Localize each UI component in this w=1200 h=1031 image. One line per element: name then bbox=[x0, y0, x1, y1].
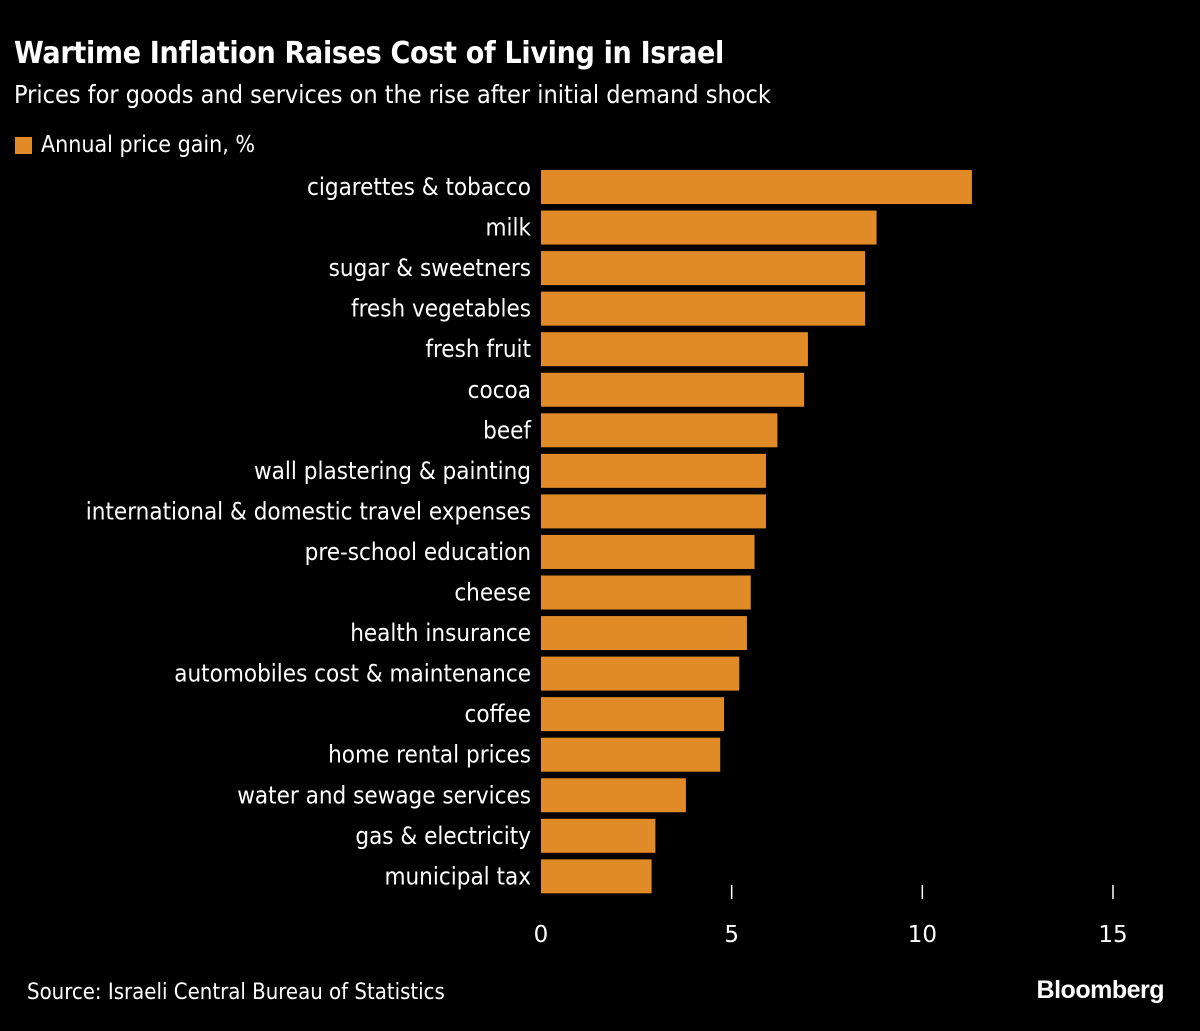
category-label: water and sewage services bbox=[237, 781, 531, 809]
category-label: fresh vegetables bbox=[351, 295, 531, 323]
category-label: wall plastering & painting bbox=[254, 457, 531, 485]
bar-wall-plastering-painting bbox=[541, 453, 766, 488]
bar-municipal-tax bbox=[541, 859, 652, 894]
category-label: health insurance bbox=[350, 619, 531, 647]
bar-automobiles-cost-maintenance bbox=[541, 656, 740, 691]
category-label: international & domestic travel expenses bbox=[86, 497, 531, 525]
category-label: sugar & sweetners bbox=[329, 254, 531, 282]
category-label: fresh fruit bbox=[425, 335, 531, 363]
bar-international-domestic-travel-expenses bbox=[541, 494, 766, 529]
x-tick-label: 5 bbox=[724, 922, 739, 948]
category-label: automobiles cost & maintenance bbox=[174, 660, 531, 688]
x-tick-label: 10 bbox=[908, 922, 937, 948]
bar-beef bbox=[541, 413, 778, 448]
bar-cigarettes-tobacco bbox=[541, 170, 972, 204]
source-note: Source: Israeli Central Bureau of Statis… bbox=[27, 980, 445, 1005]
bar-coffee bbox=[541, 697, 725, 732]
x-tick-label: 15 bbox=[1098, 922, 1127, 948]
bloomberg-logo: Bloomberg bbox=[1036, 976, 1165, 1004]
bar-fresh-vegetables bbox=[541, 291, 866, 326]
x-tick-label: 0 bbox=[534, 922, 549, 948]
category-label: municipal tax bbox=[384, 862, 531, 890]
bar-cheese bbox=[541, 575, 751, 610]
chart-subtitle: Prices for goods and services on the ris… bbox=[14, 80, 771, 109]
chart-title: Wartime Inflation Raises Cost of Living … bbox=[14, 36, 724, 71]
legend-swatch bbox=[15, 136, 32, 154]
bar-home-rental-prices bbox=[541, 737, 721, 772]
category-label: beef bbox=[483, 416, 532, 444]
category-label: milk bbox=[485, 214, 531, 242]
category-label: home rental prices bbox=[328, 741, 531, 769]
category-label: cocoa bbox=[468, 376, 531, 404]
bar-milk bbox=[541, 210, 877, 245]
category-label: cigarettes & tobacco bbox=[307, 173, 531, 201]
bar-pre-school-education bbox=[541, 534, 755, 569]
bar-cocoa bbox=[541, 372, 805, 407]
bar-gas-electricity bbox=[541, 818, 656, 853]
bar-fresh-fruit bbox=[541, 332, 808, 367]
category-label: cheese bbox=[454, 579, 531, 607]
category-label: gas & electricity bbox=[355, 822, 531, 850]
bar-health-insurance bbox=[541, 616, 747, 651]
bar-sugar-sweetners bbox=[541, 251, 866, 286]
category-label: pre-school education bbox=[305, 538, 531, 566]
category-label: coffee bbox=[464, 700, 531, 728]
legend: Annual price gain, % bbox=[15, 132, 255, 158]
legend-label: Annual price gain, % bbox=[41, 132, 256, 158]
bar-water-and-sewage-services bbox=[541, 778, 686, 813]
